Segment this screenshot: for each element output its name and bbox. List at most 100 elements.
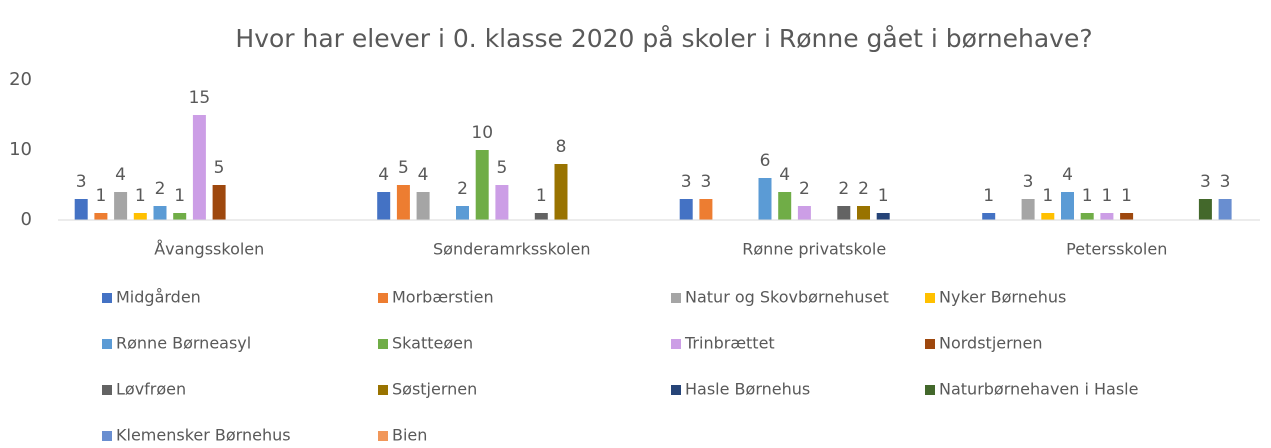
bar — [1198, 199, 1212, 220]
data-label: 1 — [878, 186, 889, 206]
data-label: 3 — [700, 172, 711, 192]
data-label: 1 — [135, 186, 146, 206]
legend-swatch — [378, 339, 388, 349]
bar — [982, 213, 996, 220]
data-label: 3 — [681, 172, 692, 192]
legend-swatch — [671, 339, 681, 349]
bar — [192, 115, 206, 220]
bar — [679, 199, 693, 220]
bar — [416, 192, 430, 220]
legend-swatch — [671, 293, 681, 303]
data-label: 4 — [378, 165, 389, 185]
legend-label: Morbærstien — [392, 288, 494, 307]
bar — [94, 213, 108, 220]
data-label: 4 — [1062, 165, 1073, 185]
bar — [377, 192, 391, 220]
data-label: 1 — [1121, 186, 1132, 206]
legend-swatch — [925, 339, 935, 349]
bar — [837, 206, 851, 220]
legend-swatch — [671, 385, 681, 395]
bar — [797, 206, 811, 220]
bar — [212, 185, 226, 220]
data-label: 2 — [799, 179, 810, 199]
legend-label: Nyker Børnehus — [939, 288, 1066, 307]
bar — [1120, 213, 1134, 220]
data-label: 5 — [398, 158, 409, 178]
legend-swatch — [378, 385, 388, 395]
bar — [74, 199, 88, 220]
bar — [173, 213, 187, 220]
legend-swatch — [925, 293, 935, 303]
bar — [554, 164, 568, 220]
data-label: 2 — [457, 179, 468, 199]
bar — [1061, 192, 1074, 220]
x-tick-label: Petersskolen — [1066, 240, 1167, 259]
bar — [778, 192, 792, 220]
legend-swatch — [102, 431, 112, 441]
legend-label: Hasle Børnehus — [685, 380, 810, 399]
bar — [133, 213, 147, 220]
bar — [857, 206, 870, 220]
data-label: 2 — [858, 179, 869, 199]
bar — [1021, 199, 1035, 220]
data-label: 5 — [496, 158, 507, 178]
legend-label: Naturbørnehaven i Hasle — [939, 380, 1138, 399]
data-label: 3 — [1220, 172, 1231, 192]
legend-label: Natur og Skovbørnehuset — [685, 288, 889, 307]
data-label: 4 — [115, 165, 126, 185]
legend-swatch — [102, 293, 112, 303]
data-label: 15 — [189, 88, 211, 108]
bar — [534, 213, 548, 220]
data-label: 3 — [1200, 172, 1211, 192]
data-label: 1 — [95, 186, 106, 206]
legend-label: Søstjernen — [392, 380, 477, 399]
legend-label: Skatteøen — [392, 334, 473, 353]
y-tick-label: 10 — [9, 139, 32, 160]
bar — [456, 206, 469, 220]
data-label: 1 — [983, 186, 994, 206]
chart-title: Hvor har elever i 0. klasse 2020 på skol… — [235, 24, 1092, 53]
bar — [396, 185, 410, 220]
legend-swatch — [925, 385, 935, 395]
data-label: 2 — [838, 179, 849, 199]
bar — [699, 199, 713, 220]
y-tick-label: 20 — [9, 69, 32, 90]
legend-swatch — [102, 385, 112, 395]
legend-label: Trinbrættet — [684, 334, 775, 353]
data-label: 5 — [214, 158, 225, 178]
data-label: 10 — [471, 123, 493, 143]
data-label: 1 — [536, 186, 547, 206]
legend-label: Bien — [392, 426, 427, 445]
bar — [1080, 213, 1094, 220]
data-label: 3 — [76, 172, 87, 192]
bar — [1100, 213, 1114, 220]
legend-swatch — [378, 431, 388, 441]
legend-swatch — [102, 339, 112, 349]
bar — [1041, 213, 1055, 220]
bar — [114, 192, 128, 220]
legend-label: Rønne Børneasyl — [116, 334, 251, 353]
data-label: 1 — [174, 186, 185, 206]
data-label: 1 — [1101, 186, 1112, 206]
bar — [495, 185, 509, 220]
bar — [475, 150, 489, 220]
legend-label: Nordstjernen — [939, 334, 1043, 353]
data-label: 1 — [1042, 186, 1053, 206]
y-tick-label: 0 — [21, 209, 32, 230]
data-label: 4 — [418, 165, 429, 185]
data-label: 6 — [760, 151, 771, 171]
bar — [876, 213, 890, 220]
data-label: 4 — [779, 165, 790, 185]
data-label: 2 — [155, 179, 166, 199]
data-label: 8 — [556, 137, 567, 157]
data-label: 1 — [1082, 186, 1093, 206]
x-tick-label: Åvangsskolen — [154, 240, 264, 259]
x-tick-label: Sønderamrksskolen — [433, 240, 590, 259]
legend-label: Midgården — [116, 288, 201, 307]
bar — [153, 206, 167, 220]
bar — [758, 178, 772, 220]
legend-swatch — [378, 293, 388, 303]
x-tick-label: Rønne privatskole — [742, 240, 886, 259]
data-label: 3 — [1023, 172, 1034, 192]
